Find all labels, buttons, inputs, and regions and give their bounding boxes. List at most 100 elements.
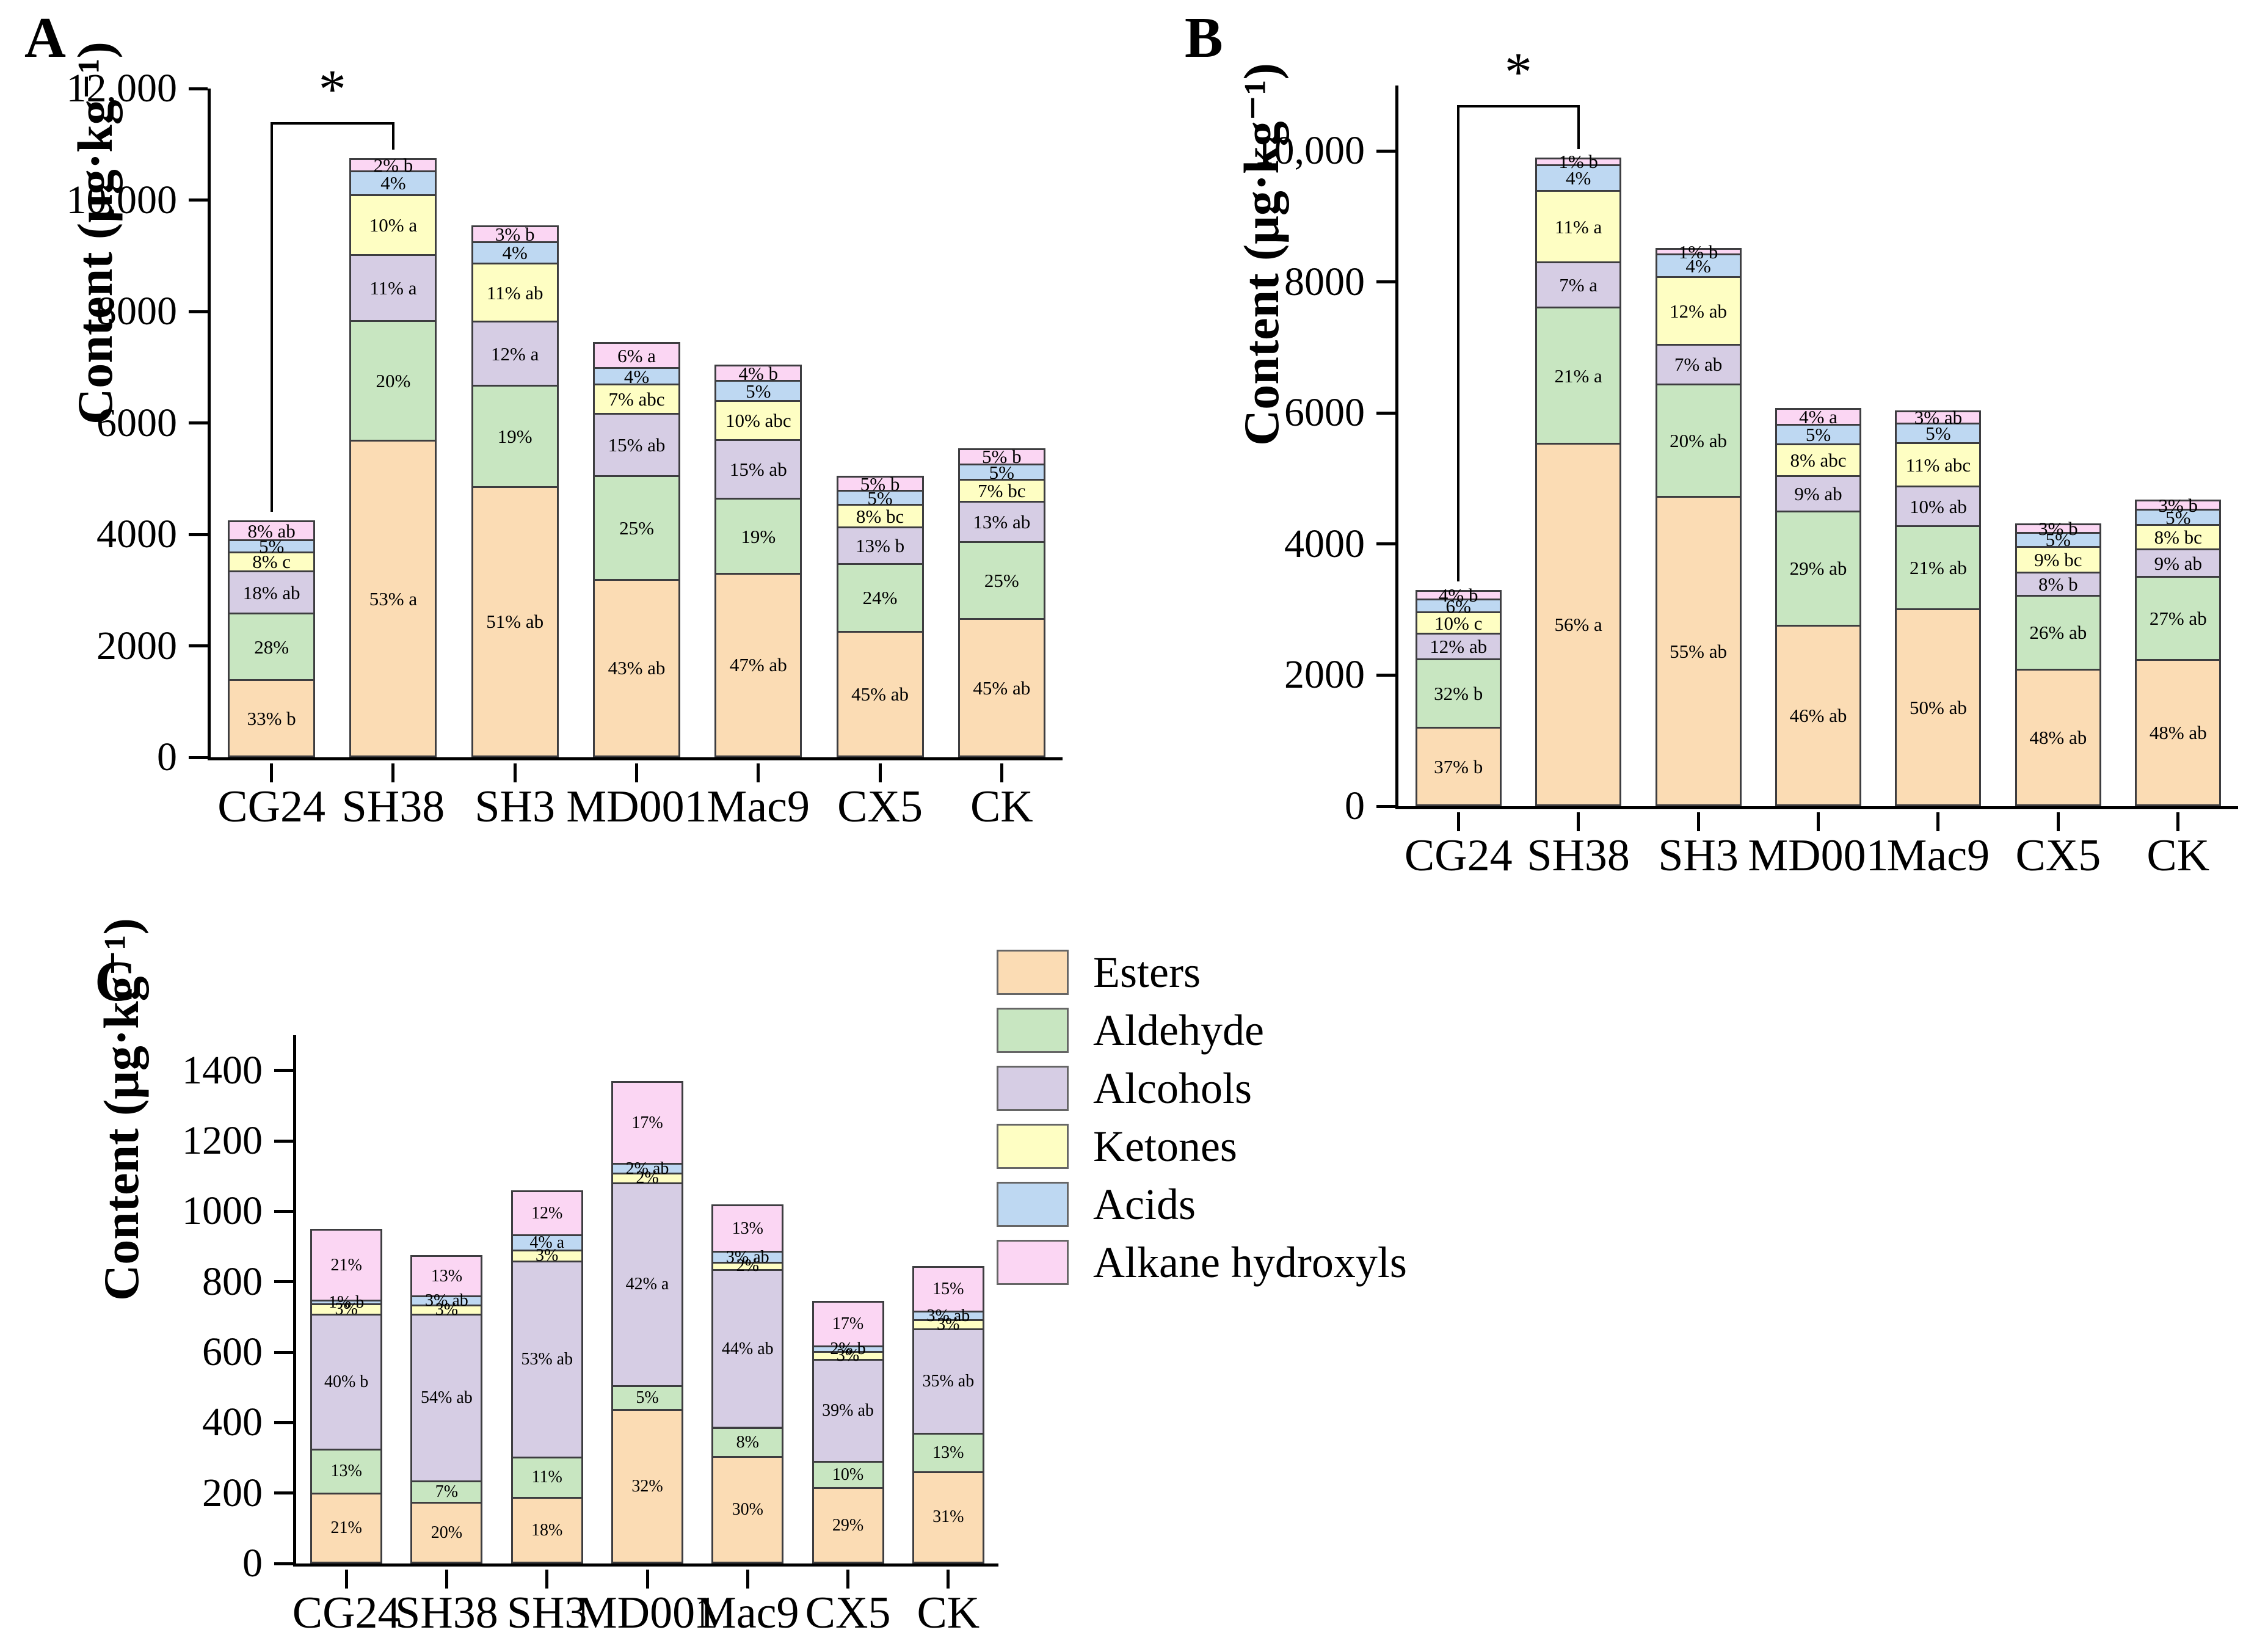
segment-label-b-sh38-acids: 4% bbox=[1565, 167, 1591, 189]
y-tick-label-c-400: 400 bbox=[202, 1400, 263, 1445]
y-tick-label-c-600: 600 bbox=[202, 1330, 263, 1374]
x-tick-mark-c-cg24 bbox=[344, 1570, 348, 1589]
segment-b-mac9-acids: 5% bbox=[1895, 422, 1982, 444]
y-tick-label-a-12000: 12,000 bbox=[66, 66, 178, 111]
x-category-label-c-ck: CK bbox=[917, 1587, 980, 1638]
y-tick-mark-c-1200 bbox=[274, 1139, 293, 1143]
segment-label-b-sh3-acids: 4% bbox=[1685, 255, 1711, 277]
x-tick-mark-b-mac9 bbox=[1936, 812, 1940, 831]
y-tick-label-a-4000: 4000 bbox=[96, 512, 177, 556]
significance-bracket-top-b bbox=[1457, 105, 1580, 108]
segment-c-ck-acids: 3% ab bbox=[912, 1307, 984, 1324]
segment-a-cg24-aldehyde: 28% bbox=[228, 613, 316, 682]
segment-b-ck-esters: 48% ab bbox=[2135, 659, 2222, 806]
segment-c-cg24-acids: 1% b bbox=[310, 1294, 383, 1311]
x-tick-mark-a-md001 bbox=[635, 763, 638, 782]
x-category-label-b-cx5: CX5 bbox=[2015, 830, 2101, 881]
segment-b-sh38-alkane-hydroxyls: 1% b bbox=[1535, 152, 1622, 171]
segment-b-md001-acids: 5% bbox=[1775, 423, 1861, 445]
segment-label-b-sh38-aldehyde: 21% a bbox=[1554, 365, 1602, 387]
segment-c-sh38-acids: 3% ab bbox=[410, 1292, 483, 1309]
segment-label-b-cx5-aldehyde: 26% ab bbox=[2029, 622, 2087, 644]
segment-c-sh3-alcohols: 53% ab bbox=[511, 1260, 583, 1458]
segment-label-c-md001-ketones: 2% bbox=[636, 1168, 659, 1188]
segment-label-a-ck-alcohols: 13% ab bbox=[973, 511, 1031, 533]
x-category-label-c-sh3: SH3 bbox=[506, 1587, 587, 1638]
segment-label-a-md001-esters: 43% ab bbox=[608, 657, 666, 679]
segment-c-ck-aldehyde: 13% bbox=[912, 1432, 984, 1473]
x-category-label-b-sh38: SH38 bbox=[1527, 830, 1630, 881]
y-tick-mark-c-0 bbox=[274, 1562, 293, 1565]
segment-c-md001-acids: 2% ab bbox=[611, 1160, 683, 1177]
segment-b-mac9-aldehyde: 21% ab bbox=[1895, 525, 1982, 611]
segment-label-a-sh3-acids: 4% bbox=[502, 242, 528, 264]
segment-label-a-sh3-aldehyde: 19% bbox=[497, 425, 532, 447]
segment-b-ck-aldehyde: 27% ab bbox=[2135, 576, 2222, 661]
segment-c-ck-esters: 31% bbox=[912, 1471, 984, 1563]
segment-b-cg24-alcohols: 12% ab bbox=[1415, 633, 1502, 661]
y-tick-mark-a-6000 bbox=[189, 421, 208, 424]
segment-label-b-ck-ketones: 8% bc bbox=[2154, 526, 2202, 548]
segment-a-md001-esters: 43% ab bbox=[593, 578, 680, 757]
segment-b-md001-ketones: 8% abc bbox=[1775, 443, 1861, 477]
segment-b-sh3-alkane-hydroxyls: 1% b bbox=[1655, 242, 1742, 261]
x-category-label-a-ck: CK bbox=[970, 781, 1033, 832]
segment-label-a-ck-esters: 45% ab bbox=[973, 677, 1031, 699]
segment-label-c-mac9-esters: 30% bbox=[732, 1499, 763, 1519]
segment-a-sh3-alcohols: 12% a bbox=[471, 321, 559, 387]
segment-a-ck-esters: 45% ab bbox=[958, 618, 1045, 757]
segment-c-sh38-ketones: 3% bbox=[410, 1301, 483, 1319]
segment-b-sh3-ketones: 12% ab bbox=[1655, 276, 1742, 346]
segment-b-cx5-aldehyde: 26% ab bbox=[2015, 594, 2101, 671]
segment-label-a-mac9-ketones: 10% abc bbox=[725, 409, 791, 431]
x-category-label-c-mac9: Mac9 bbox=[696, 1587, 799, 1638]
segment-label-a-cx5-aldehyde: 24% bbox=[862, 587, 898, 609]
segment-label-b-ck-aldehyde: 27% ab bbox=[2149, 608, 2207, 630]
segment-b-mac9-alkane-hydroxyls: 3% ab bbox=[1895, 406, 1982, 428]
y-tick-label-b-6000: 6000 bbox=[1284, 390, 1365, 435]
segment-a-mac9-acids: 5% bbox=[714, 380, 802, 402]
segment-label-b-cg24-ketones: 10% c bbox=[1434, 612, 1483, 634]
x-tick-mark-b-ck bbox=[2176, 812, 2180, 831]
segment-label-c-sh38-esters: 20% bbox=[431, 1523, 463, 1542]
segment-label-b-sh38-esters: 56% a bbox=[1554, 614, 1602, 636]
segment-c-ck-alcohols: 35% ab bbox=[912, 1328, 984, 1435]
segment-label-b-cg24-acids: 6% bbox=[1445, 595, 1471, 617]
segment-a-md001-alcohols: 15% ab bbox=[593, 412, 680, 477]
segment-label-c-mac9-ketones: 2% bbox=[736, 1256, 759, 1276]
segment-label-c-sh38-ketones: 3% bbox=[435, 1300, 459, 1320]
segment-b-md001-esters: 46% ab bbox=[1775, 624, 1861, 806]
segment-c-cx5-ketones: 3% bbox=[812, 1347, 884, 1364]
segment-label-c-sh38-alkane-hydroxyls: 13% bbox=[431, 1266, 463, 1286]
segment-c-sh3-aldehyde: 11% bbox=[511, 1456, 583, 1499]
segment-label-a-sh38-ketones: 10% a bbox=[369, 214, 418, 236]
x-tick-mark-b-cx5 bbox=[2056, 812, 2060, 831]
segment-b-ck-ketones: 8% bc bbox=[2135, 524, 2222, 551]
segment-label-c-cg24-alcohols: 40% b bbox=[324, 1372, 369, 1391]
legend-item-esters: Esters bbox=[997, 950, 1407, 995]
y-tick-label-a-8000: 8000 bbox=[96, 289, 177, 333]
segment-label-b-mac9-ketones: 11% abc bbox=[1905, 454, 1971, 476]
segment-label-b-mac9-alkane-hydroxyls: 3% ab bbox=[1914, 406, 1963, 428]
x-category-label-b-ck: CK bbox=[2146, 830, 2210, 881]
segment-label-c-cx5-alcohols: 39% ab bbox=[822, 1401, 874, 1421]
segment-c-ck-ketones: 3% bbox=[912, 1316, 984, 1333]
legend-swatch-esters bbox=[997, 950, 1069, 995]
significance-bracket-right-leg-a bbox=[391, 122, 394, 150]
segment-a-ck-acids: 5% bbox=[958, 463, 1045, 482]
y-tick-mark-b-8000 bbox=[1376, 280, 1395, 284]
segment-label-a-ck-alkane-hydroxyls: 5% b bbox=[982, 446, 1022, 468]
legend-label-alcohols: Alcohols bbox=[1093, 1064, 1252, 1113]
segment-c-cx5-aldehyde: 10% bbox=[812, 1461, 884, 1490]
segment-label-a-sh3-alcohols: 12% a bbox=[491, 343, 539, 365]
segment-c-cx5-alkane-hydroxyls: 17% bbox=[812, 1301, 884, 1348]
segment-label-c-sh3-aldehyde: 11% bbox=[531, 1468, 562, 1487]
x-category-label-a-md001: MD001 bbox=[566, 781, 707, 832]
plot-area-b: 0 2000 4000 6000 8000 10,000 CG24 37% b 32% b 12%… bbox=[1254, 45, 2238, 881]
segment-label-b-md001-ketones: 8% abc bbox=[1790, 449, 1847, 471]
segment-a-ck-alcohols: 13% ab bbox=[958, 500, 1045, 543]
significance-bracket-right-leg-b bbox=[1577, 105, 1580, 149]
segment-a-mac9-alcohols: 15% ab bbox=[714, 439, 802, 500]
legend-item-aldehyde: Aldehyde bbox=[997, 1008, 1407, 1053]
